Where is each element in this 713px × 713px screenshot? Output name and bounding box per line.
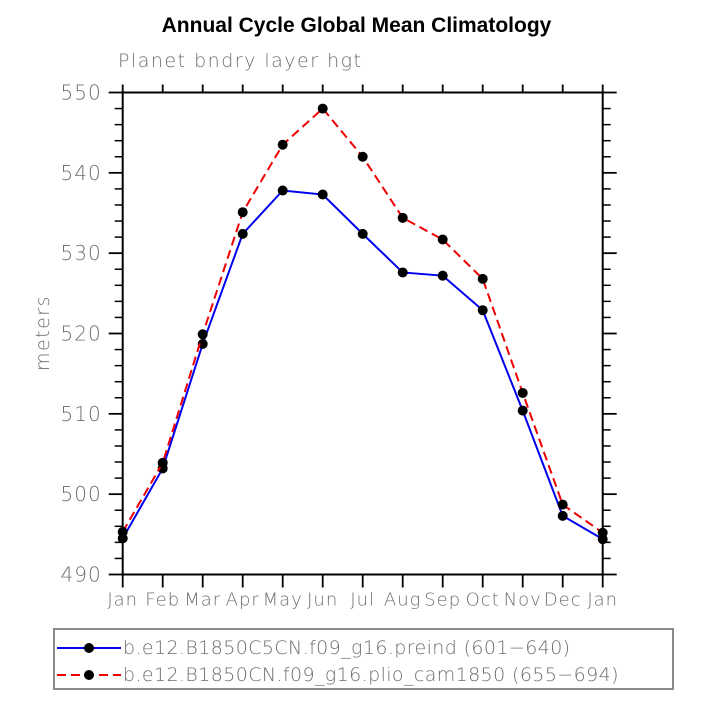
data-point <box>317 189 328 200</box>
legend: b.e12.B1850C5CN.f09_g16.preind (601−640)… <box>53 628 674 690</box>
legend-marker-dot <box>84 642 94 653</box>
data-point <box>557 510 568 521</box>
data-point <box>197 329 208 340</box>
data-point <box>237 207 248 218</box>
x-axis-label: Nov <box>504 590 542 611</box>
x-axis-label: Jul <box>350 590 375 611</box>
data-point <box>117 526 128 537</box>
x-axis-label: Mar <box>184 590 221 611</box>
x-axis-label: Feb <box>145 590 180 611</box>
plot-frame <box>121 91 604 576</box>
legend-marker-dot <box>84 669 94 680</box>
y-axis-label: 550 <box>61 81 102 105</box>
legend-item-plio-cam1850: b.e12.B1850CN.f09_g16.plio_cam1850 (655−… <box>55 661 672 688</box>
x-axis-label: Dec <box>544 590 582 611</box>
data-point <box>397 212 408 223</box>
data-point <box>557 499 568 510</box>
data-point <box>517 405 528 416</box>
data-point <box>197 338 208 349</box>
y-axis-label: 520 <box>61 322 102 346</box>
y-axis-label: 500 <box>61 482 102 506</box>
chart-title: Annual Cycle Global Mean Climatology <box>161 14 552 37</box>
data-point <box>317 103 328 114</box>
data-point <box>277 185 288 196</box>
data-point <box>357 228 368 239</box>
data-point <box>437 270 448 281</box>
data-point <box>477 305 488 316</box>
legend-label-preind: b.e12.B1850C5CN.f09_g16.preind (601−640) <box>123 636 571 659</box>
series-line-1 <box>121 107 604 534</box>
legend-marker-solid-line-icon <box>57 642 121 653</box>
legend-label-plio-cam1850: b.e12.B1850CN.f09_g16.plio_cam1850 (655−… <box>123 663 619 686</box>
series-line-0 <box>121 189 604 541</box>
data-point <box>437 234 448 245</box>
legend-item-preind: b.e12.B1850C5CN.f09_g16.preind (601−640) <box>55 634 672 661</box>
x-axis-label: Jan <box>587 590 618 611</box>
chart-subtitle: Planet bndry layer hgt <box>118 50 363 72</box>
y-axis-label: 530 <box>61 241 102 265</box>
x-axis-label: Jun <box>307 590 338 611</box>
data-point <box>157 457 168 468</box>
data-point <box>517 387 528 398</box>
x-axis-label: Aug <box>384 590 422 611</box>
y-axis-label: 540 <box>61 161 102 185</box>
data-point <box>477 273 488 284</box>
x-axis-label: Oct <box>466 590 500 611</box>
data-point <box>357 151 368 162</box>
legend-marker-dashed-line-icon <box>57 669 121 680</box>
data-point <box>597 527 608 538</box>
plot-area: Jan Feb Mar Apr May Jun Jul Aug Sep Oct Nov Dec Jan4… <box>61 81 618 611</box>
y-axis-label: 490 <box>61 563 102 587</box>
data-point <box>277 139 288 150</box>
data-point <box>397 267 408 278</box>
x-axis-label: Jan <box>107 590 138 611</box>
x-axis-label: May <box>263 590 303 611</box>
data-point <box>237 228 248 239</box>
x-axis-label: Apr <box>226 590 260 611</box>
y-axis-label: 510 <box>61 402 102 426</box>
x-axis-label: Sep <box>424 590 461 611</box>
